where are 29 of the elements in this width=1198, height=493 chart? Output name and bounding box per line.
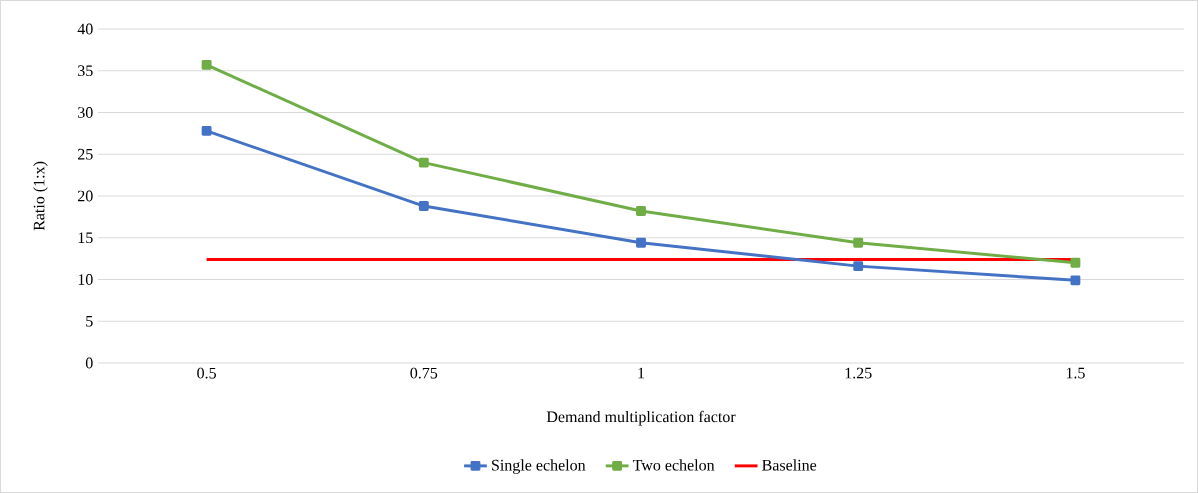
x-tick-label: 1.25 <box>845 367 872 379</box>
legend-label: Two echelon <box>632 459 715 471</box>
y-tick-label: 30 <box>78 107 93 118</box>
y-axis-title: Ratio (1:x) <box>33 161 48 231</box>
point <box>853 237 864 248</box>
y-tick-label: 25 <box>78 148 93 160</box>
y-tick-label: 0 <box>85 357 93 369</box>
point <box>1070 275 1081 286</box>
point <box>636 237 646 248</box>
x-tick-label: 1 <box>638 367 645 379</box>
y-tick-label: 40 <box>77 23 93 35</box>
y-tick-label: 5 <box>86 315 93 327</box>
point <box>201 59 212 70</box>
legend-label: Single echelon <box>492 459 586 474</box>
x-tick-label: 1.5 <box>1066 367 1085 379</box>
point <box>636 206 646 216</box>
point <box>201 125 212 136</box>
legend-label: Baseline <box>762 459 817 471</box>
y-tick-label: 20 <box>78 190 93 202</box>
x-tick-label: 0.5 <box>197 367 216 379</box>
y-tick-label: 15 <box>78 232 93 244</box>
point <box>1070 257 1081 268</box>
x-axis-title: Demand multiplication factor <box>546 410 736 426</box>
point <box>853 261 864 272</box>
y-tick-label: 35 <box>78 65 93 77</box>
point <box>418 201 429 211</box>
point <box>418 157 429 168</box>
x-tick-label: 0.75 <box>410 367 438 379</box>
y-tick-label: 10 <box>78 274 93 285</box>
